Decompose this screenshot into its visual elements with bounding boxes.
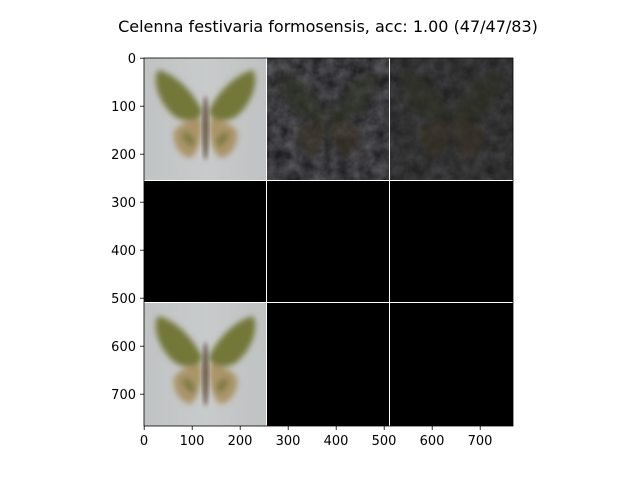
image-grid <box>143 57 514 427</box>
grid-separators <box>144 58 513 426</box>
y-tick-label: 100 <box>111 100 136 115</box>
y-tick-label: 400 <box>111 244 136 259</box>
y-tick-label: 700 <box>111 388 136 403</box>
axes-frame <box>143 57 514 427</box>
grid-cell-r1-c1 <box>267 180 390 303</box>
x-tick-label: 700 <box>468 434 493 449</box>
y-tick-label: 0 <box>128 52 136 67</box>
x-axis: 0 100 200 300 400 500 600 700 <box>140 426 493 449</box>
y-tick-label: 600 <box>111 340 136 355</box>
x-tick-label: 300 <box>276 434 301 449</box>
figure-title: Celenna festivaria formosensis, acc: 1.0… <box>118 17 538 36</box>
y-tick-label: 500 <box>111 292 136 307</box>
y-axis: 0 100 200 300 400 500 600 700 <box>111 52 144 403</box>
grid-cell-r1-c2 <box>390 180 513 303</box>
x-tick-label: 600 <box>420 434 445 449</box>
grid-cell-r0-c1 <box>267 58 390 180</box>
grid-cell-r2-c0 <box>144 303 267 426</box>
y-tick-label: 200 <box>111 148 136 163</box>
x-tick-label: 200 <box>228 434 253 449</box>
grid-cell-r1-c0 <box>144 180 267 303</box>
grid-cell-r2-c1 <box>267 303 390 426</box>
x-tick-label: 100 <box>180 434 205 449</box>
y-tick-label: 300 <box>111 196 136 211</box>
grid-cell-r0-c0 <box>144 58 267 180</box>
x-tick-label: 0 <box>140 434 148 449</box>
grid-cell-r2-c2 <box>390 303 513 426</box>
x-tick-label: 400 <box>324 434 349 449</box>
x-tick-label: 500 <box>372 434 397 449</box>
grid-cell-r0-c2 <box>390 58 513 180</box>
